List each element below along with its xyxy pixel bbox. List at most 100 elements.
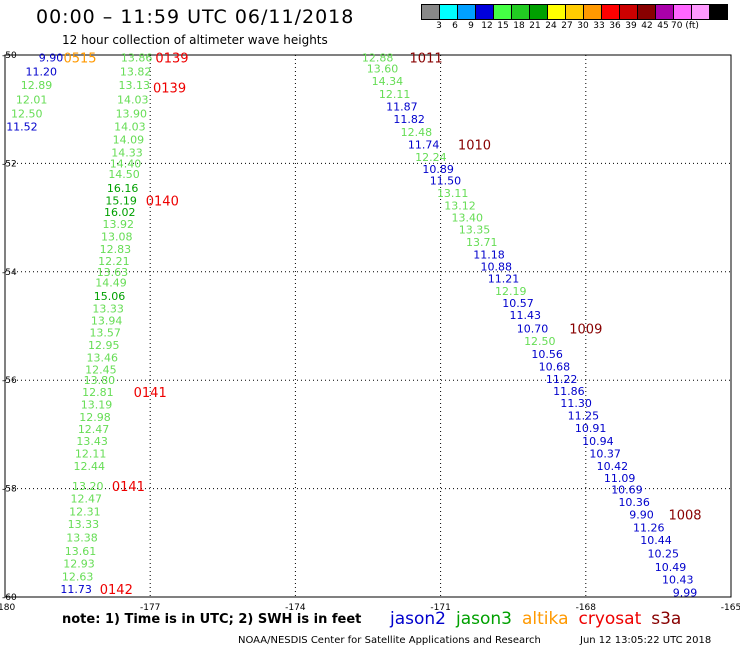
satellite-legend-entry: s3a xyxy=(651,609,682,629)
wave-height-label: 13.86 xyxy=(121,52,153,65)
wave-height-label: 14.33 xyxy=(111,147,143,160)
wave-height-label: 10.94 xyxy=(582,435,614,448)
wave-height-label: 9.90 xyxy=(39,52,64,65)
footer-credit: NOAA/NESDIS Center for Satellite Applica… xyxy=(238,635,541,646)
time-label: 0140 xyxy=(146,194,179,209)
wave-height-label: 14.03 xyxy=(114,121,146,134)
wave-height-label: 11.18 xyxy=(473,248,505,261)
wave-height-label: 10.42 xyxy=(597,460,629,473)
wave-height-label: 13.40 xyxy=(451,212,483,225)
wave-height-label: 14.40 xyxy=(110,157,142,170)
wave-height-label: 13.35 xyxy=(459,224,491,237)
wave-height-label: 12.21 xyxy=(98,255,130,268)
x-tick-label: -168 xyxy=(576,603,597,613)
wave-height-label: 13.90 xyxy=(116,108,148,121)
wave-height-label: 11.26 xyxy=(633,522,665,535)
satellite-legend-entry: jason3 xyxy=(456,609,512,629)
color-scale-tick: 70 (ft) xyxy=(671,21,699,31)
wave-height-label: 11.86 xyxy=(553,385,585,398)
wave-height-label: 13.82 xyxy=(120,65,152,78)
wave-height-label: 13.43 xyxy=(76,435,108,448)
x-tick-label: -171 xyxy=(430,603,450,613)
y-tick-label: -54 xyxy=(2,268,17,278)
wave-height-label: 11.25 xyxy=(568,409,600,422)
wave-height-label: 16.02 xyxy=(104,206,136,219)
wave-height-label: 13.19 xyxy=(81,399,113,412)
wave-height-label: 12.63 xyxy=(62,570,94,583)
wave-height-label: 11.22 xyxy=(546,373,578,386)
wave-height-label: 15.06 xyxy=(94,290,126,303)
color-scale-tick: 42 xyxy=(641,21,653,31)
color-scale-tick: 18 xyxy=(513,21,525,31)
time-label: 1011 xyxy=(410,52,443,67)
wave-height-label: 12.83 xyxy=(100,243,132,256)
wave-height-label: 11.30 xyxy=(560,397,592,410)
wave-height-label: 10.91 xyxy=(575,422,607,435)
y-tick-label: -50 xyxy=(2,51,17,61)
wave-height-label: 12.31 xyxy=(69,505,101,518)
wave-height-label: 10.68 xyxy=(539,361,571,374)
color-swatch xyxy=(709,4,728,20)
wave-height-label: 15.19 xyxy=(105,194,137,207)
wave-height-label: 11.74 xyxy=(408,138,440,151)
wave-height-label: 13.12 xyxy=(444,200,476,213)
wave-height-label: 12.47 xyxy=(71,492,103,505)
wave-height-label: 10.44 xyxy=(640,534,672,547)
wave-height-label: 16.16 xyxy=(107,182,139,195)
wave-height-label: 10.56 xyxy=(531,348,563,361)
wave-height-label: 12.50 xyxy=(11,108,43,121)
wave-height-label: 10.69 xyxy=(611,484,643,497)
wave-height-label: 13.71 xyxy=(466,236,498,249)
color-scale-tick: 33 xyxy=(593,21,605,31)
x-tick-label: -174 xyxy=(285,603,306,613)
time-label: 0139 xyxy=(155,52,188,67)
wave-height-label: 11.82 xyxy=(393,113,425,126)
time-label: 1008 xyxy=(668,509,701,524)
footer-timestamp: Jun 12 13:05:22 UTC 2018 xyxy=(580,635,712,646)
wave-height-label: 11.20 xyxy=(26,65,58,78)
wave-height-label: 9.99 xyxy=(673,587,698,600)
color-scale-tick: 6 xyxy=(452,21,458,31)
wave-height-label: 12.01 xyxy=(16,93,48,106)
wave-height-label: 14.50 xyxy=(108,168,140,181)
y-tick-label: -58 xyxy=(2,485,17,495)
units-note: note: 1) Time is in UTC; 2) SWH is in fe… xyxy=(62,612,362,627)
color-scale-bar xyxy=(421,4,728,20)
color-scale-tick: 27 xyxy=(561,21,573,31)
time-label: 0515 xyxy=(63,52,96,67)
wave-height-label: 12.50 xyxy=(524,335,556,348)
wave-height-label: 13.63 xyxy=(97,266,129,279)
wave-height-label: 12.81 xyxy=(82,386,114,399)
wave-height-label: 11.43 xyxy=(510,309,542,322)
color-scale-tick: 9 xyxy=(468,21,474,31)
wave-height-label: 14.09 xyxy=(113,134,145,147)
satellite-legend-entry: cryosat xyxy=(578,609,642,629)
chart-title: 00:00 – 11:59 UTC 06/11/2018 xyxy=(36,6,355,28)
wave-height-label: 12.88 xyxy=(362,52,394,65)
wave-height-label: 12.45 xyxy=(85,363,117,376)
time-label: 0141 xyxy=(112,480,145,495)
color-scale-labels: 3 6 9 12 15 18 21 24 27 30 33 36 39 42 45 70 (ft) xyxy=(422,21,711,31)
color-scale-tick: 12 xyxy=(481,21,493,31)
y-tick-label: -52 xyxy=(2,159,17,169)
wave-height-label: 12.98 xyxy=(79,411,111,424)
wave-height-label: 10.88 xyxy=(481,260,513,273)
time-label: 0139 xyxy=(153,82,186,97)
x-tick-label: -180 xyxy=(0,603,15,613)
time-label: 1010 xyxy=(458,138,491,153)
color-scale-tick: 24 xyxy=(545,21,557,31)
y-tick-label: -56 xyxy=(2,376,17,386)
wave-height-label: 12.19 xyxy=(495,285,527,298)
wave-height-label: 13.33 xyxy=(68,518,100,531)
wave-height-label: 13.92 xyxy=(103,218,135,231)
wave-height-label: 13.38 xyxy=(66,531,98,544)
wave-height-label: 13.11 xyxy=(437,187,469,200)
wave-height-label: 12.24 xyxy=(415,151,447,164)
wave-height-label: 10.70 xyxy=(517,323,549,336)
wave-height-label: 13.13 xyxy=(118,79,150,92)
satellite-legend-entry: altika xyxy=(522,609,569,629)
wave-height-label: 10.49 xyxy=(655,561,687,574)
wave-height-label: 14.34 xyxy=(372,75,404,88)
time-label: 0142 xyxy=(100,583,133,598)
chart-subtitle: 12 hour collection of altimeter wave hei… xyxy=(62,33,328,47)
